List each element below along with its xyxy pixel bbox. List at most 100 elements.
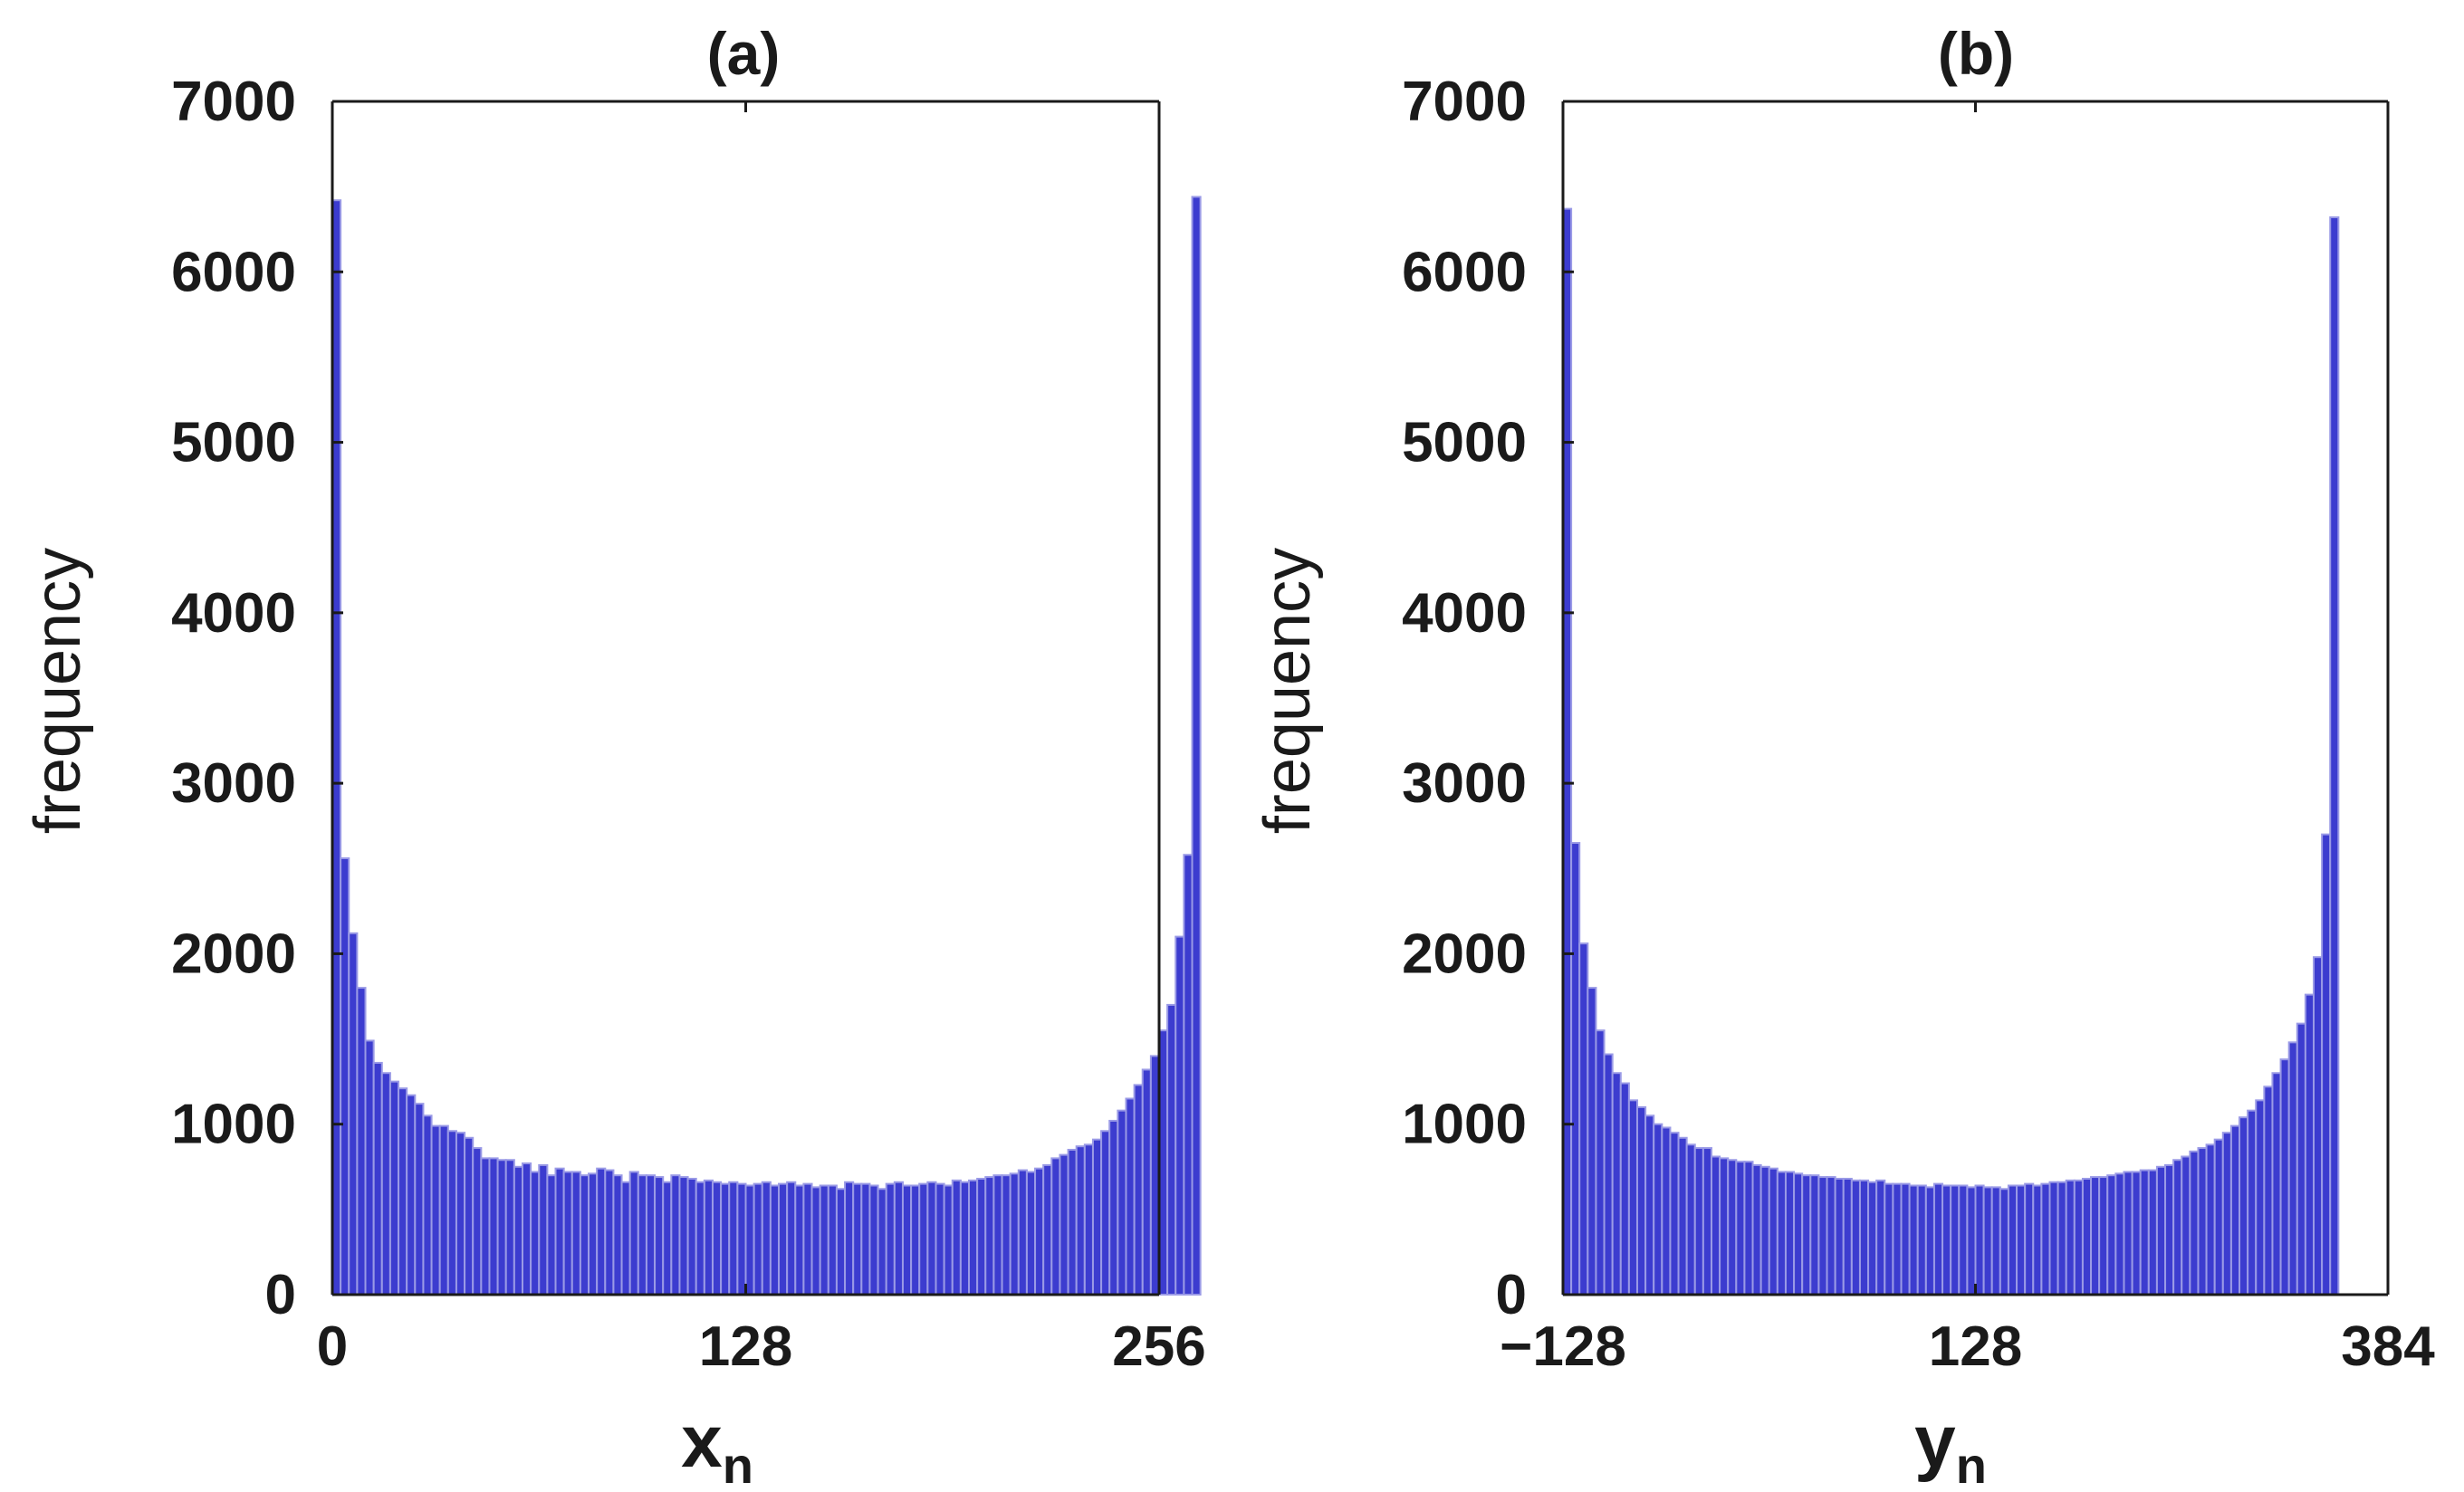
bar — [827, 1184, 838, 1296]
bar — [1958, 1184, 1969, 1296]
x-tick-label: 128 — [1929, 1315, 2022, 1378]
bar — [1751, 1163, 1762, 1296]
bar — [943, 1184, 954, 1296]
y-tick-label: 1000 — [171, 1094, 296, 1156]
bar — [1611, 1072, 1622, 1296]
y-tick-label: 6000 — [1402, 241, 1527, 303]
bar — [2007, 1184, 2018, 1296]
bar — [472, 1147, 483, 1296]
bar — [1924, 1186, 1935, 1296]
bar — [513, 1165, 523, 1296]
bar — [1693, 1147, 1704, 1296]
panel-b: (b) 0 1000 2000 3000 4000 5000 6000 7000 −128 12… — [1251, 20, 2435, 1492]
y-tick-label: 0 — [1496, 1264, 1527, 1326]
bar — [2164, 1163, 2175, 1296]
panel-b-y-ticks: 0 1000 2000 3000 4000 5000 6000 7000 — [1402, 71, 1574, 1326]
bar — [480, 1157, 491, 1296]
y-tick-label: 2000 — [171, 923, 296, 985]
bar — [1685, 1143, 1696, 1296]
panel-a-x-axis-label-main: x — [681, 1401, 723, 1483]
bar — [1867, 1181, 1878, 1296]
bar — [388, 1080, 400, 1296]
bar — [504, 1159, 515, 1296]
bar — [761, 1181, 772, 1296]
bar — [2321, 833, 2332, 1296]
bar — [654, 1176, 665, 1296]
bar — [1595, 1029, 1606, 1296]
bar — [1001, 1174, 1011, 1296]
y-tick-label: 6000 — [171, 241, 296, 303]
bar — [372, 1061, 383, 1296]
panel-a-x-axis-label: xn — [681, 1401, 753, 1492]
x-tick-label: −128 — [1500, 1315, 1626, 1378]
x-tick-label: 128 — [699, 1315, 792, 1378]
bar — [1982, 1186, 1993, 1296]
bar — [2279, 1058, 2290, 1296]
bar — [1075, 1145, 1086, 1296]
bar — [1050, 1157, 1061, 1296]
bar — [414, 1103, 425, 1296]
bar — [1916, 1184, 1927, 1296]
bar — [356, 987, 367, 1296]
bar — [1653, 1123, 1663, 1296]
bar — [1619, 1082, 1630, 1296]
panel-a-x-axis-label-sub: n — [723, 1437, 753, 1492]
bar — [2247, 1109, 2258, 1296]
bar — [678, 1176, 689, 1296]
bar — [2032, 1184, 2043, 1296]
bar — [901, 1184, 913, 1296]
bar — [628, 1171, 639, 1296]
bar — [2313, 956, 2324, 1296]
bar — [1850, 1179, 1861, 1296]
bar — [1067, 1148, 1078, 1296]
bar — [1817, 1176, 1828, 1296]
bar — [844, 1181, 855, 1296]
bar — [910, 1184, 921, 1296]
bar — [1570, 842, 1581, 1296]
bar — [778, 1182, 789, 1296]
bar — [1999, 1188, 2009, 1296]
bar — [1644, 1114, 1655, 1296]
bar — [530, 1171, 541, 1296]
bar — [2197, 1147, 2208, 1296]
bar — [1809, 1174, 1820, 1296]
bar — [2114, 1172, 2125, 1296]
bar — [2221, 1132, 2232, 1296]
panel-b-bars — [1562, 207, 2340, 1296]
bar — [1908, 1184, 1919, 1296]
bar — [430, 1124, 441, 1296]
bar — [769, 1184, 781, 1296]
bar — [2255, 1099, 2266, 1296]
bar — [604, 1169, 615, 1296]
bar — [1034, 1167, 1045, 1296]
bar — [1117, 1109, 1127, 1296]
bar — [835, 1188, 847, 1296]
bar — [918, 1182, 929, 1296]
bar — [1635, 1105, 1647, 1296]
bar — [1183, 854, 1194, 1296]
bar — [1768, 1167, 1778, 1296]
bar — [2229, 1124, 2241, 1296]
x-tick-label: 384 — [2341, 1315, 2435, 1378]
bar — [1858, 1179, 1870, 1296]
bar — [1133, 1084, 1144, 1296]
x-tick-label: 0 — [317, 1315, 348, 1378]
bar — [554, 1167, 565, 1296]
panel-a-x-ticks: 0 128 256 — [317, 101, 1206, 1378]
bar — [1191, 196, 1202, 1296]
bar — [1727, 1159, 1738, 1296]
bar — [794, 1184, 805, 1296]
bar — [1100, 1130, 1111, 1296]
bar — [1776, 1171, 1787, 1296]
bar — [1743, 1161, 1754, 1296]
bar — [521, 1162, 532, 1296]
bar — [1702, 1147, 1712, 1296]
bar — [1950, 1184, 1961, 1296]
bar — [959, 1181, 971, 1296]
bar — [2057, 1181, 2067, 1296]
bar — [852, 1182, 863, 1296]
x-tick-label: 256 — [1112, 1315, 1205, 1378]
y-tick-label: 5000 — [171, 412, 296, 474]
bar — [1166, 1003, 1177, 1296]
panel-a-y-axis-label: frequency — [22, 548, 94, 834]
